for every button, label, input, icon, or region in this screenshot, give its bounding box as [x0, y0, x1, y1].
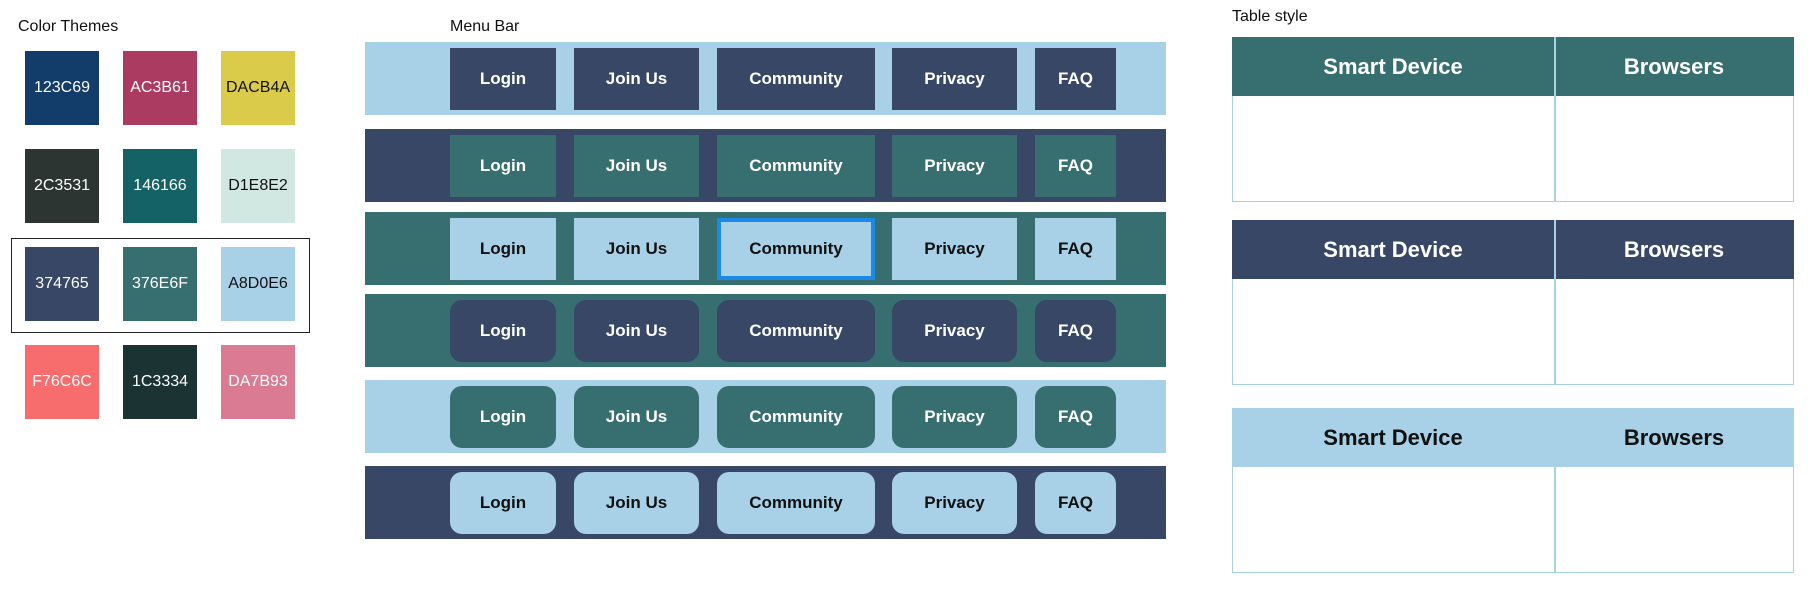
table-header: Smart Device Browsers	[1232, 37, 1794, 96]
menu-item-join-us[interactable]: Join Us	[574, 48, 699, 110]
selected-theme-frame	[11, 238, 310, 333]
table-header: Smart Device Browsers	[1232, 220, 1794, 279]
menu-item-login[interactable]: Login	[450, 48, 556, 110]
menu-bar-variant-1: Login Join Us Community Privacy FAQ	[365, 42, 1166, 115]
menu-item-login[interactable]: Login	[450, 300, 556, 362]
swatch-376e6f[interactable]: 376E6F	[123, 247, 197, 321]
menu-bar-variant-5: Login Join Us Community Privacy FAQ	[365, 380, 1166, 453]
header-browsers: Browsers	[1623, 53, 1725, 79]
menu-item-community[interactable]: Community	[717, 135, 875, 197]
menu-item-login[interactable]: Login	[450, 135, 556, 197]
menu-item-privacy[interactable]: Privacy	[892, 300, 1017, 362]
menu-bar-variant-4: Login Join Us Community Privacy FAQ	[365, 294, 1166, 367]
menu-item-join-us[interactable]: Join Us	[574, 472, 699, 534]
swatch-1c3334[interactable]: 1C3334	[123, 345, 197, 419]
menu-bar-variant-6: Login Join Us Community Privacy FAQ	[365, 466, 1166, 539]
table-variant-2: Smart Device Browsers	[1232, 220, 1794, 385]
column-divider	[1554, 37, 1556, 202]
menu-item-faq[interactable]: FAQ	[1035, 218, 1116, 280]
menu-item-privacy[interactable]: Privacy	[892, 218, 1017, 280]
menu-bar-variant-2: Login Join Us Community Privacy FAQ	[365, 129, 1166, 202]
swatch-da7b93[interactable]: DA7B93	[221, 345, 295, 419]
swatch-ac3b61[interactable]: AC3B61	[123, 51, 197, 125]
table-style-title: Table style	[1232, 8, 1308, 25]
swatch-a8d0e6[interactable]: A8D0E6	[221, 247, 295, 321]
menu-item-join-us[interactable]: Join Us	[574, 135, 699, 197]
column-divider	[1554, 220, 1556, 385]
swatch-374765[interactable]: 374765	[25, 247, 99, 321]
menu-item-join-us[interactable]: Join Us	[574, 386, 699, 448]
header-smart-device: Smart Device	[1323, 236, 1463, 262]
menu-item-privacy[interactable]: Privacy	[892, 48, 1017, 110]
swatch-d1e8e2[interactable]: D1E8E2	[221, 149, 295, 223]
table-variant-1: Smart Device Browsers	[1232, 37, 1794, 202]
menu-item-join-us[interactable]: Join Us	[574, 300, 699, 362]
swatch-146166[interactable]: 146166	[123, 149, 197, 223]
menu-item-privacy[interactable]: Privacy	[892, 386, 1017, 448]
header-smart-device: Smart Device	[1323, 424, 1463, 450]
menu-item-community[interactable]: Community	[717, 386, 875, 448]
menu-item-privacy[interactable]: Privacy	[892, 135, 1017, 197]
menu-item-login[interactable]: Login	[450, 386, 556, 448]
menu-item-privacy[interactable]: Privacy	[892, 472, 1017, 534]
menu-item-community[interactable]: Community	[717, 472, 875, 534]
menu-item-login[interactable]: Login	[450, 218, 556, 280]
swatch-dacb4a[interactable]: DACB4A	[221, 51, 295, 125]
menu-item-faq[interactable]: FAQ	[1035, 300, 1116, 362]
menu-item-community[interactable]: Community	[717, 300, 875, 362]
menu-item-login[interactable]: Login	[450, 472, 556, 534]
swatch-f76c6c[interactable]: F76C6C	[25, 345, 99, 419]
menu-item-community-selected[interactable]: Community	[717, 218, 875, 280]
menu-bar-title: Menu Bar	[450, 18, 520, 35]
table-variant-3: Smart Device Browsers	[1232, 408, 1794, 573]
swatch-2c3531[interactable]: 2C3531	[25, 149, 99, 223]
menu-bar-variant-3: Login Join Us Community Privacy FAQ	[365, 212, 1166, 285]
table-body	[1232, 96, 1794, 202]
header-browsers: Browsers	[1623, 236, 1725, 262]
column-divider	[1554, 408, 1556, 573]
swatch-123c69[interactable]: 123C69	[25, 51, 99, 125]
table-body	[1232, 467, 1794, 573]
menu-item-faq[interactable]: FAQ	[1035, 135, 1116, 197]
menu-item-community[interactable]: Community	[717, 48, 875, 110]
table-body	[1232, 279, 1794, 385]
table-header: Smart Device Browsers	[1232, 408, 1794, 467]
menu-item-faq[interactable]: FAQ	[1035, 386, 1116, 448]
menu-item-faq[interactable]: FAQ	[1035, 472, 1116, 534]
header-smart-device: Smart Device	[1323, 53, 1463, 79]
color-themes-title: Color Themes	[18, 18, 119, 35]
menu-item-faq[interactable]: FAQ	[1035, 48, 1116, 110]
menu-item-join-us[interactable]: Join Us	[574, 218, 699, 280]
header-browsers: Browsers	[1623, 424, 1725, 450]
